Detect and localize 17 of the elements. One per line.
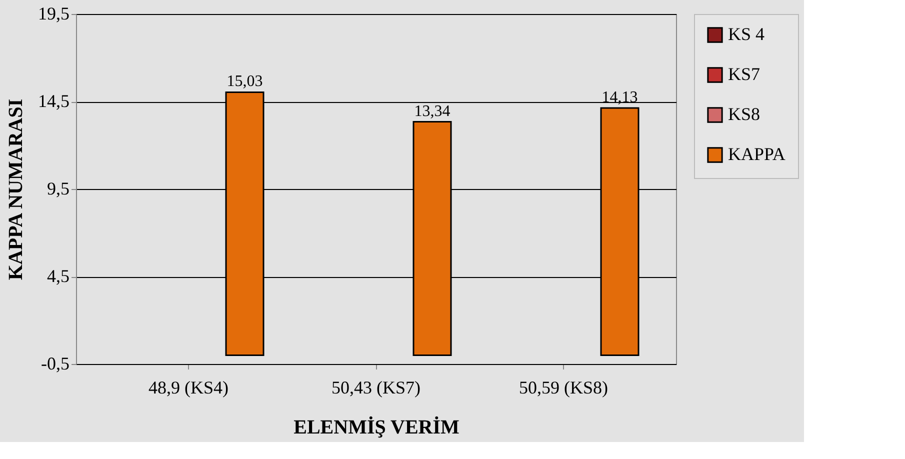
y-tick-label: 19,5 bbox=[38, 4, 70, 24]
data-label: 15,03 bbox=[226, 73, 263, 90]
y-tick-label: 4,5 bbox=[47, 266, 70, 286]
legend-label: KS8 bbox=[728, 104, 760, 124]
data-label: 14,13 bbox=[602, 88, 638, 106]
data-label: 13,34 bbox=[414, 102, 450, 120]
y-tick-label: -0,5 bbox=[41, 354, 70, 374]
legend-label: KS 4 bbox=[728, 24, 765, 44]
y-axis-title: KAPPA NUMARASI bbox=[5, 98, 27, 280]
y-tick-label: 9,5 bbox=[47, 178, 70, 198]
x-axis-title: ELENMİŞ VERİM bbox=[294, 416, 460, 438]
y-tick-label: 14,5 bbox=[38, 91, 70, 111]
x-tick-label: 50,43 (KS7) bbox=[332, 378, 421, 398]
x-tick-label: 48,9 (KS4) bbox=[148, 378, 229, 398]
legend-label: KAPPA bbox=[728, 144, 786, 164]
x-tick-label: 50,59 (KS8) bbox=[519, 378, 608, 398]
legend-label: KS7 bbox=[728, 64, 760, 84]
